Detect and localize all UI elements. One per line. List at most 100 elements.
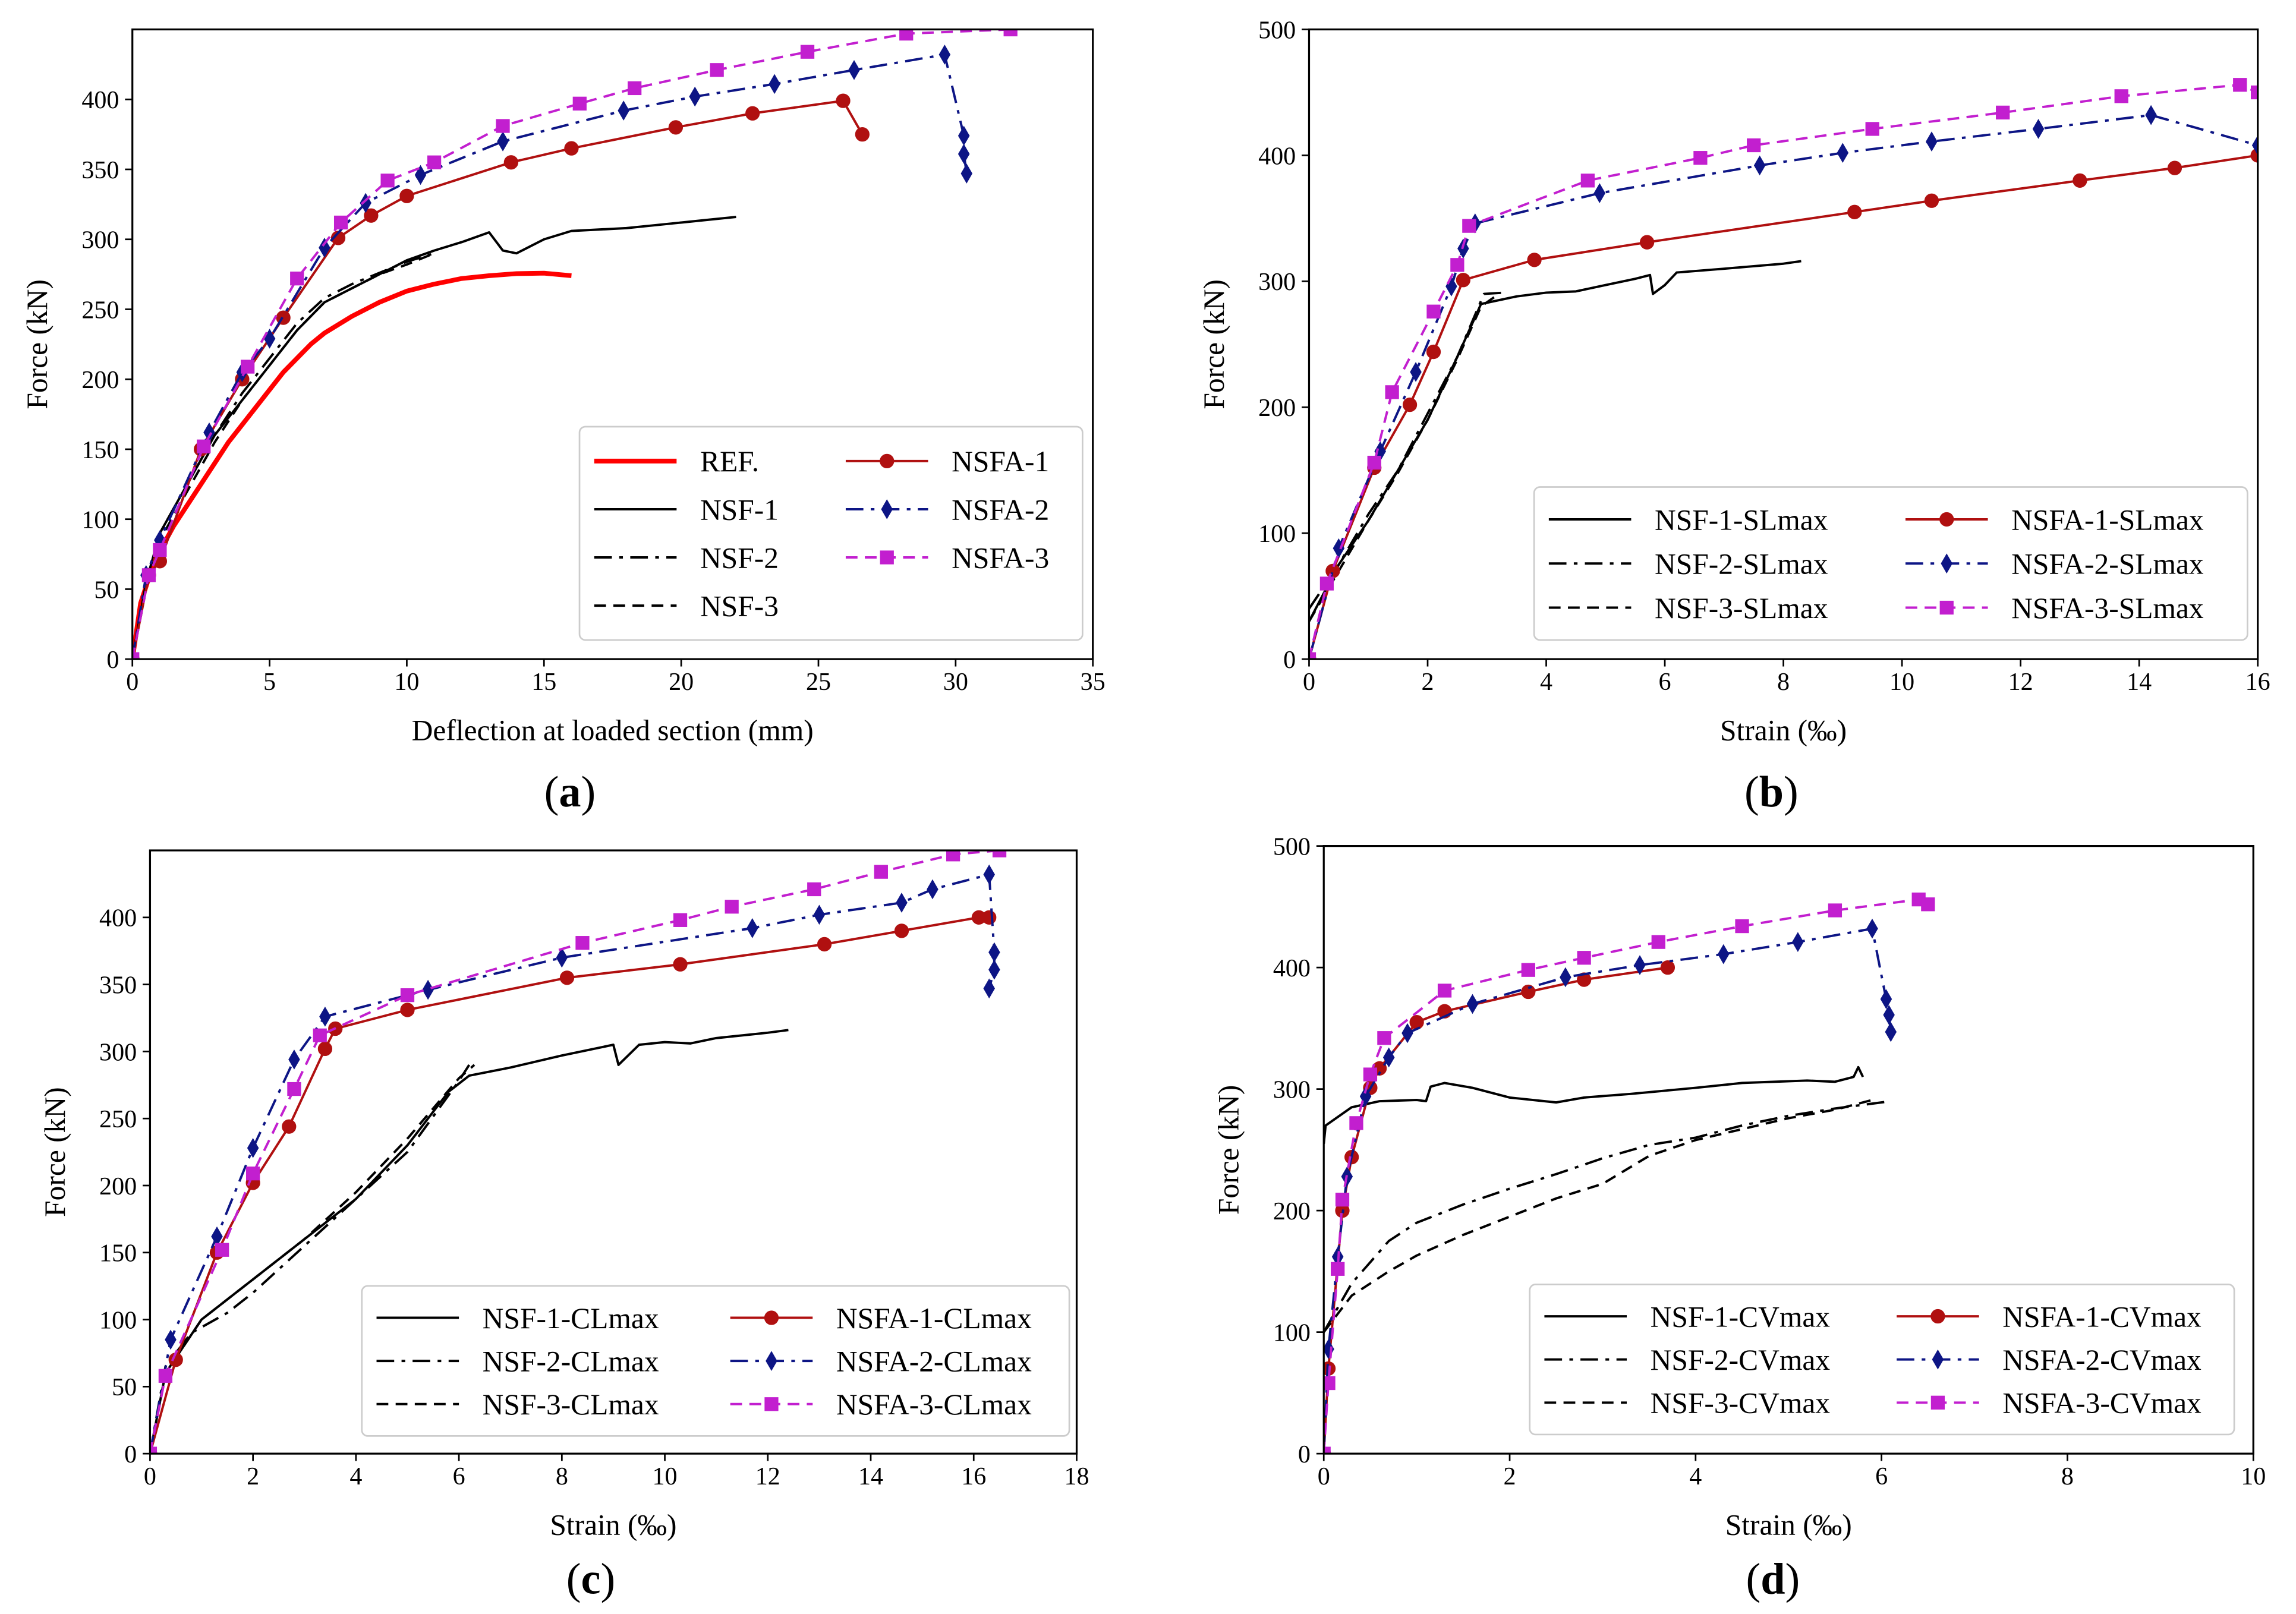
data-point-nsfa1 [1521, 984, 1536, 1000]
series-line-nsf2 [1309, 291, 1505, 610]
data-point-nsfa1 [1402, 397, 1418, 412]
x-tick-label: 0 [1303, 669, 1315, 696]
data-point-nsfa1 [1456, 273, 1470, 288]
data-point-nsfa2 [983, 978, 996, 999]
data-point-nsfa1 [2167, 160, 2182, 175]
data-point-nsfa3 [215, 1243, 229, 1257]
y-tick-label: 350 [81, 157, 119, 184]
data-point-nsfa3 [1996, 105, 2010, 120]
legend-label: NSFA-1-CVmax [2002, 1300, 2201, 1333]
chart-panel-a: 0 5 10 15 20 25 30 35050100150200250300350400De… [21, 28, 1106, 817]
legend-marker-nsfa3 [880, 550, 894, 565]
data-point-nsfa1 [503, 155, 519, 170]
data-point-nsfa2 [1382, 1047, 1395, 1068]
series-line-nsf3 [1309, 292, 1500, 622]
data-point-nsfa1 [673, 957, 688, 972]
panel-label: (b) [1744, 768, 1799, 817]
y-tick-label: 300 [81, 227, 119, 254]
legend-label: NSF-1-SLmax [1655, 503, 1828, 536]
y-tick-label: 400 [99, 905, 137, 932]
legend-marker-nsfa1 [1939, 512, 1954, 527]
data-point-nsfa2 [1466, 994, 1479, 1014]
legend-label: NSF-3-SLmax [1655, 592, 1828, 625]
data-point-nsfa3 [725, 900, 739, 914]
y-tick-label: 400 [81, 87, 119, 114]
data-point-nsfa2 [988, 959, 1000, 980]
x-axis-label: Deflection at loaded section (mm) [412, 714, 814, 746]
data-point-nsfa2 [1926, 131, 1938, 152]
data-point-nsfa3 [153, 543, 167, 557]
data-point-nsfa3 [1651, 935, 1665, 949]
y-tick-label: 50 [112, 1374, 137, 1401]
y-tick-label: 0 [106, 647, 119, 674]
legend-label: NSFA-3-CVmax [2002, 1387, 2201, 1420]
data-point-nsfa2 [960, 163, 973, 184]
data-point-nsfa2 [1880, 989, 1892, 1010]
data-point-nsfa3 [1367, 455, 1381, 470]
series-line-nsfa2 [1309, 114, 2258, 660]
x-tick-label: 10 [394, 669, 419, 696]
legend-box [1529, 1284, 2235, 1436]
legend-label: NSF-2-CVmax [1651, 1344, 1831, 1376]
series-line-nsfa3 [1309, 83, 2258, 660]
data-point-nsfa3 [290, 272, 304, 286]
y-tick-label: 500 [1258, 17, 1296, 44]
data-point-nsfa2 [2145, 105, 2157, 125]
data-point-nsfa3 [807, 882, 821, 897]
legend-label: NSF-2-SLmax [1655, 548, 1828, 581]
legend-label: NSF-2-CLmax [483, 1345, 659, 1377]
data-point-nsfa3 [1747, 138, 1761, 153]
y-axis-label: Force (kN) [1212, 1085, 1245, 1215]
series-line-nsfa3 [150, 850, 1000, 1454]
x-tick-label: 6 [1659, 669, 1671, 696]
data-point-nsfa2 [165, 1329, 177, 1350]
axes-frame [149, 849, 1078, 1455]
y-tick-label: 500 [1273, 833, 1311, 860]
series-line-nsf1 [1309, 260, 1801, 622]
data-point-nsfa1 [1639, 235, 1655, 250]
data-point-nsfa3 [1377, 1031, 1391, 1045]
legend-label: NSFA-2 [952, 493, 1049, 526]
x-tick-label: 35 [1081, 669, 1106, 696]
data-point-nsfa1 [982, 910, 997, 925]
legend-label: NSF-1-CVmax [1651, 1300, 1831, 1333]
data-point-nsfa3 [158, 1369, 173, 1383]
legend: NSF-1-CLmax NSF-2-CLmax NSF-3-CLmax NSFA-1-… [361, 1285, 1070, 1437]
data-point-nsfa3 [141, 568, 156, 582]
y-tick-label: 100 [1258, 521, 1296, 548]
legend-marker-nsfa2 [1941, 553, 1953, 574]
data-point-nsfa2 [747, 918, 758, 938]
x-tick-label: 6 [453, 1463, 465, 1490]
data-point-nsfa2 [1410, 362, 1422, 382]
data-point-nsfa2 [813, 904, 826, 925]
data-point-nsfa3 [572, 96, 587, 111]
y-tick-label: 0 [1283, 647, 1296, 674]
x-tick-label: 8 [2061, 1463, 2074, 1490]
y-axis-label: Force (kN) [1198, 279, 1230, 409]
data-point-nsfa3 [1324, 1376, 1336, 1391]
data-point-nsfa3 [946, 850, 960, 862]
data-point-nsfa2 [1717, 944, 1730, 964]
x-tick-label: 5 [263, 669, 276, 696]
x-tick-label: 2 [1504, 1463, 1516, 1490]
y-tick-label: 0 [1298, 1441, 1311, 1468]
data-point-nsfa2 [414, 165, 427, 185]
data-point-nsfa3 [380, 174, 395, 188]
series-line-nsf1 [1324, 1066, 1864, 1144]
y-tick-label: 250 [81, 297, 119, 324]
x-tick-label: 2 [1421, 669, 1434, 696]
x-axis-label: Strain (‰) [550, 1508, 676, 1541]
data-point-nsfa2 [958, 125, 970, 146]
x-tick-label: 25 [806, 669, 831, 696]
data-point-nsfa2 [1837, 143, 1849, 163]
y-tick-label: 300 [99, 1039, 137, 1066]
legend-label: REF. [700, 445, 759, 478]
chart-panel-b: 0 2 4 6 8 10 12 14 16 0 100 200 300 400 500 Strain (‰) F… [1198, 17, 2270, 816]
data-point-nsfa1 [1660, 960, 1675, 975]
data-point-nsfa3 [673, 913, 688, 927]
legend-label: NSF-3-CVmax [1651, 1387, 1831, 1420]
x-tick-label: 14 [2127, 669, 2152, 696]
data-point-nsfa3 [575, 936, 590, 950]
data-point-nsfa2 [2251, 135, 2258, 156]
y-tick-label: 100 [99, 1307, 137, 1334]
